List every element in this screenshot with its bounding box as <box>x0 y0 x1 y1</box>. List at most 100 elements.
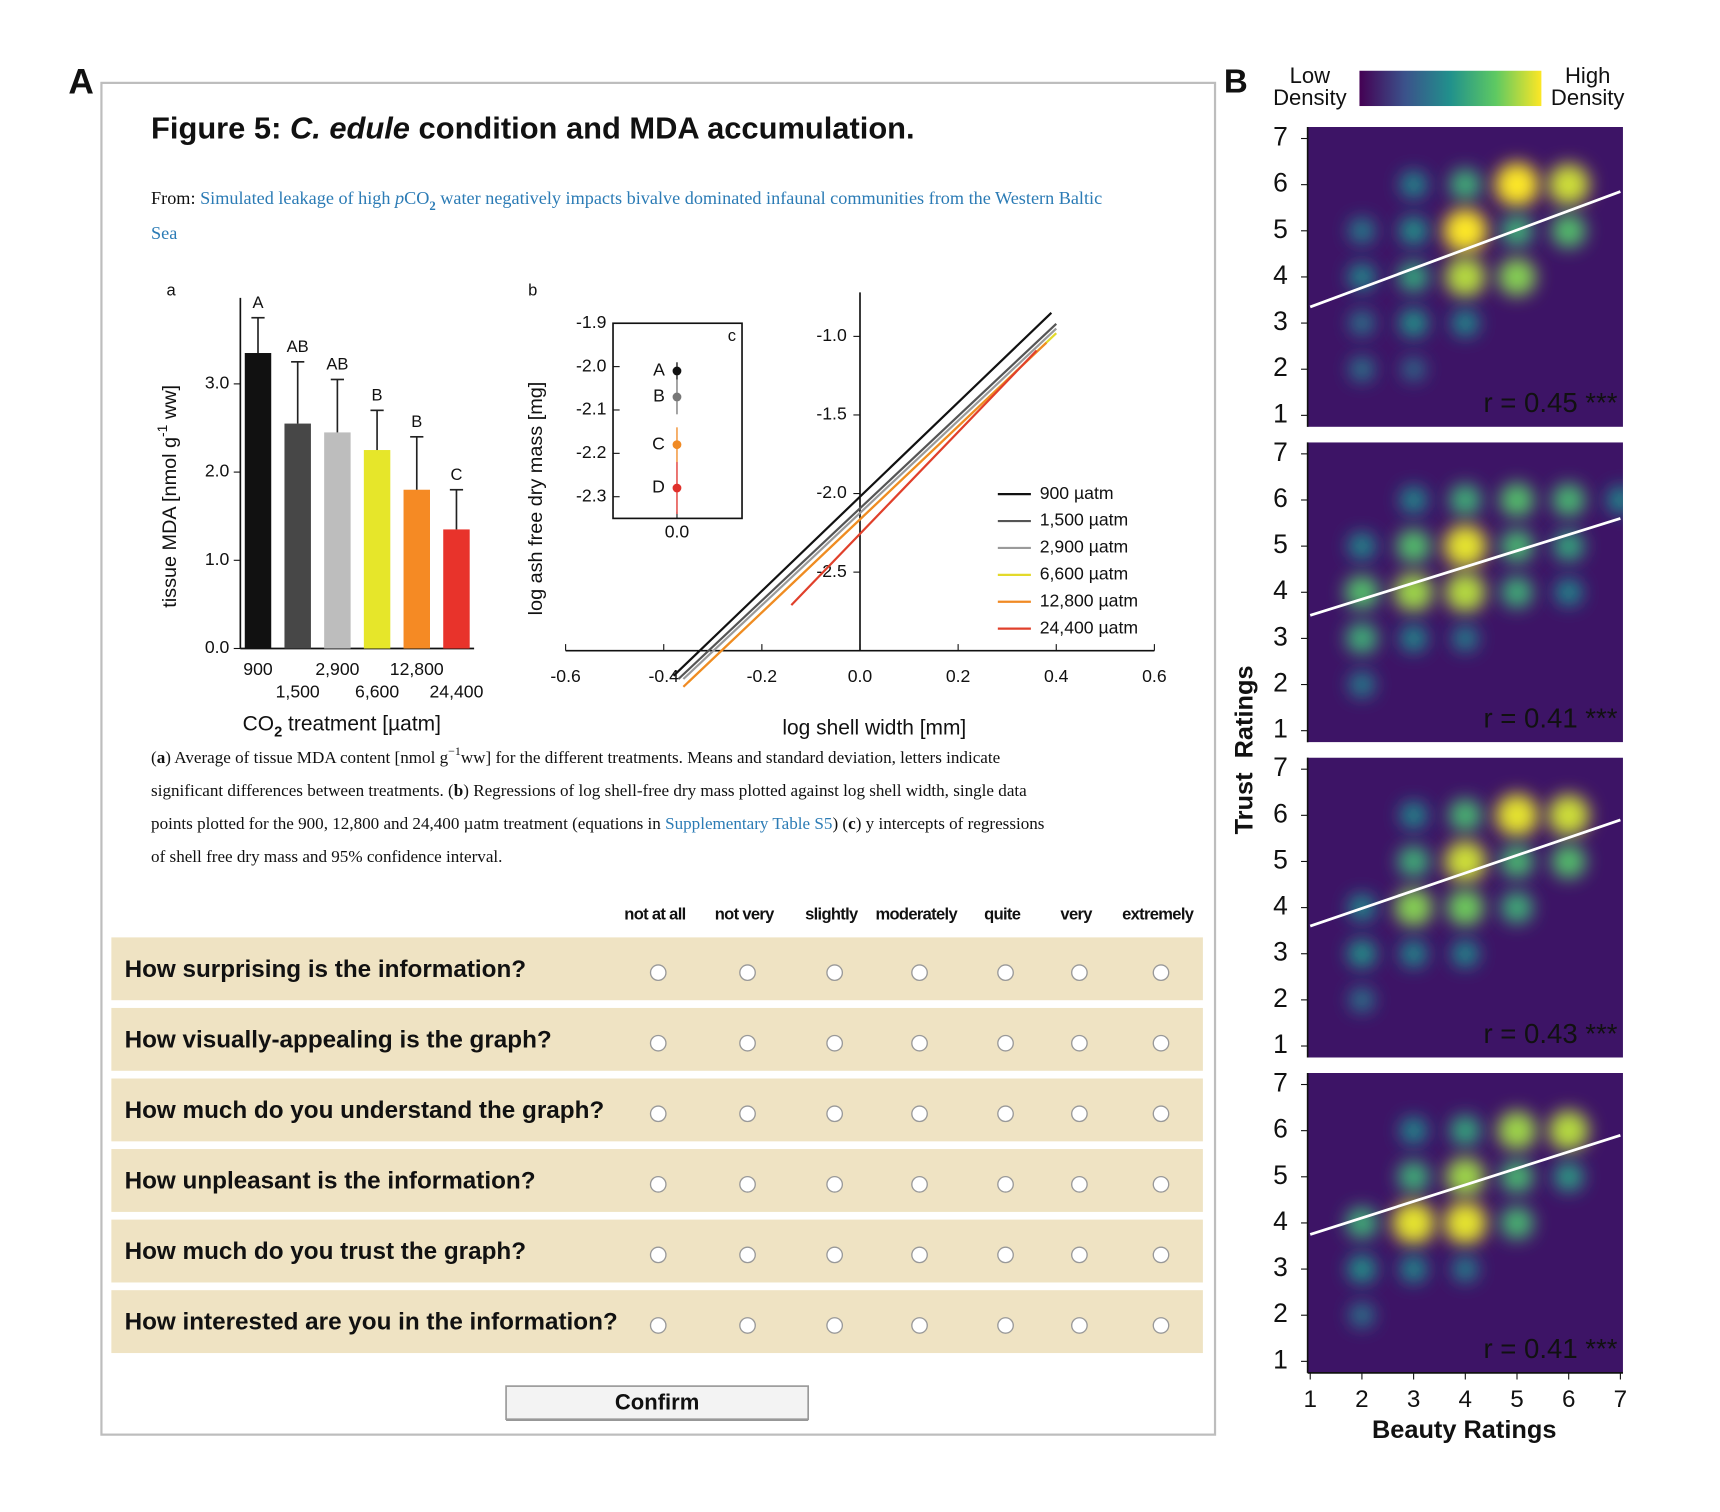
radio-button[interactable] <box>826 1175 844 1193</box>
x-axis-label: log shell width [mm] <box>782 717 966 740</box>
text-run: ) Average of tissue MDA content [nmol g <box>165 748 448 767</box>
radio-button[interactable] <box>649 1317 667 1334</box>
correlation-label: r = 0.45 *** <box>1483 387 1617 418</box>
text-run: ( <box>151 748 157 767</box>
density-hotspot <box>1445 572 1486 613</box>
radio-button[interactable] <box>649 964 667 982</box>
radio-button[interactable] <box>911 1034 928 1052</box>
legend-label: 900 µatm <box>1040 483 1114 503</box>
text-run: a <box>157 748 166 767</box>
intercept-point <box>672 483 682 493</box>
y-tick-label: -1.0 <box>816 325 847 345</box>
radio-button[interactable] <box>739 1175 756 1193</box>
question-text: How much do you trust the graph? <box>125 1238 526 1265</box>
significance-letter: B <box>372 385 383 404</box>
radio-button[interactable] <box>826 964 844 982</box>
radio-button[interactable] <box>997 1246 1014 1264</box>
density-hotspot <box>1345 622 1378 655</box>
density-hotspot <box>1443 208 1488 253</box>
text-run: c <box>848 814 856 833</box>
density-legend-label: Density <box>1551 85 1625 110</box>
density-hotspot <box>1394 888 1433 927</box>
radio-button[interactable] <box>911 1175 928 1193</box>
radio-button[interactable] <box>1071 1034 1088 1052</box>
y-tick-label: 7 <box>1273 437 1288 467</box>
radio-button[interactable] <box>997 964 1014 982</box>
y-tick-label: 4 <box>1273 575 1288 605</box>
radio-button[interactable] <box>1152 1317 1170 1334</box>
confirm-label[interactable]: Confirm <box>615 1390 700 1415</box>
density-hotspot <box>1445 256 1486 298</box>
group-letter: D <box>652 477 665 497</box>
radio-button[interactable] <box>1152 1246 1170 1264</box>
radio-button[interactable] <box>997 1034 1014 1052</box>
scale-label: extremely <box>1122 905 1195 924</box>
radio-button[interactable] <box>911 964 928 982</box>
density-hotspot <box>1548 1110 1589 1151</box>
radio-button[interactable] <box>911 1317 928 1334</box>
radio-button[interactable] <box>997 1175 1014 1193</box>
radio-button[interactable] <box>649 1034 667 1052</box>
fit-line <box>1309 190 1621 309</box>
density-hotspot <box>1553 1162 1584 1192</box>
radio-button[interactable] <box>1071 964 1088 982</box>
significance-letter: B <box>411 412 422 431</box>
radio-button[interactable] <box>1071 1105 1088 1123</box>
y-tick-label: 1 <box>1273 714 1288 744</box>
text-run: 2 <box>274 724 282 740</box>
radio-button[interactable] <box>911 1105 928 1123</box>
confirm-button[interactable] <box>505 1385 810 1421</box>
regression-line <box>672 312 1053 677</box>
question-text: How visually-appealing is the graph? <box>125 1026 552 1053</box>
radio-button[interactable] <box>826 1246 844 1264</box>
density-hotspot <box>1551 213 1586 248</box>
radio-button[interactable] <box>649 1175 667 1193</box>
radio-button[interactable] <box>1071 1317 1088 1334</box>
y-tick-label: -2.3 <box>576 485 607 505</box>
radio-button[interactable] <box>739 1034 756 1052</box>
radio-button[interactable] <box>649 1105 667 1123</box>
group-letter: A <box>653 360 665 380</box>
radio-button[interactable] <box>826 1034 844 1052</box>
radio-button[interactable] <box>997 1105 1014 1123</box>
radio-button[interactable] <box>1152 1175 1170 1193</box>
density-hotspot <box>1399 216 1428 245</box>
y-tick-label: 3 <box>1273 621 1288 651</box>
text-run: −1 <box>448 744 461 758</box>
density-hotspot <box>1500 1206 1534 1240</box>
density-hotspot <box>1349 987 1375 1013</box>
y-tick-label: 6 <box>1273 1114 1288 1144</box>
text-run: of shell free dry mass and 95% confidenc… <box>151 847 502 866</box>
intercept-point <box>672 366 682 376</box>
radio-button[interactable] <box>1071 1175 1088 1193</box>
text-run: b <box>454 781 464 800</box>
density-hotspot <box>1501 576 1533 609</box>
x-tick-label: 900 <box>243 659 273 679</box>
heatmap <box>1307 757 1623 1058</box>
radio-button[interactable] <box>739 1246 756 1264</box>
radio-button[interactable] <box>826 1317 844 1334</box>
inset-label: c <box>728 326 736 345</box>
radio-button[interactable] <box>739 1317 756 1334</box>
radio-button[interactable] <box>739 1105 756 1123</box>
caption-line: significant differences between treatmen… <box>151 781 1027 800</box>
x-tick-label: -0.6 <box>550 666 581 686</box>
radio-button[interactable] <box>1152 964 1170 982</box>
text-run: significant differences between treatmen… <box>151 781 454 800</box>
question-text: How interested are you in the informatio… <box>125 1309 618 1336</box>
radio-button[interactable] <box>911 1246 928 1264</box>
radio-button[interactable] <box>1071 1246 1088 1264</box>
radio-button[interactable] <box>997 1317 1014 1334</box>
source-line: From: Simulated leakage of high pCO2 wat… <box>151 188 1102 213</box>
radio-button[interactable] <box>1152 1105 1170 1123</box>
radio-button[interactable] <box>649 1246 667 1264</box>
radio-button[interactable] <box>826 1105 844 1123</box>
y-tick-label: 5 <box>1273 214 1288 244</box>
radio-button[interactable] <box>1152 1034 1170 1052</box>
correlation-label: r = 0.41 *** <box>1483 702 1617 733</box>
y-tick-label: 3.0 <box>205 373 230 393</box>
radio-button[interactable] <box>739 964 756 982</box>
significance-letter: C <box>450 465 462 484</box>
y-tick-label: 1 <box>1273 1029 1288 1059</box>
